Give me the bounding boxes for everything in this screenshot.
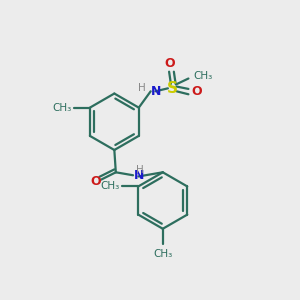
Text: CH₃: CH₃ [153,249,172,259]
Text: CH₃: CH₃ [52,103,71,112]
Text: S: S [167,81,178,96]
Text: O: O [165,57,175,70]
Text: CH₃: CH₃ [193,71,212,81]
Text: O: O [90,175,101,188]
Text: H: H [136,165,143,175]
Text: N: N [151,85,162,98]
Text: O: O [192,85,203,98]
Text: N: N [134,169,144,182]
Text: H: H [139,83,146,93]
Text: CH₃: CH₃ [100,182,120,191]
